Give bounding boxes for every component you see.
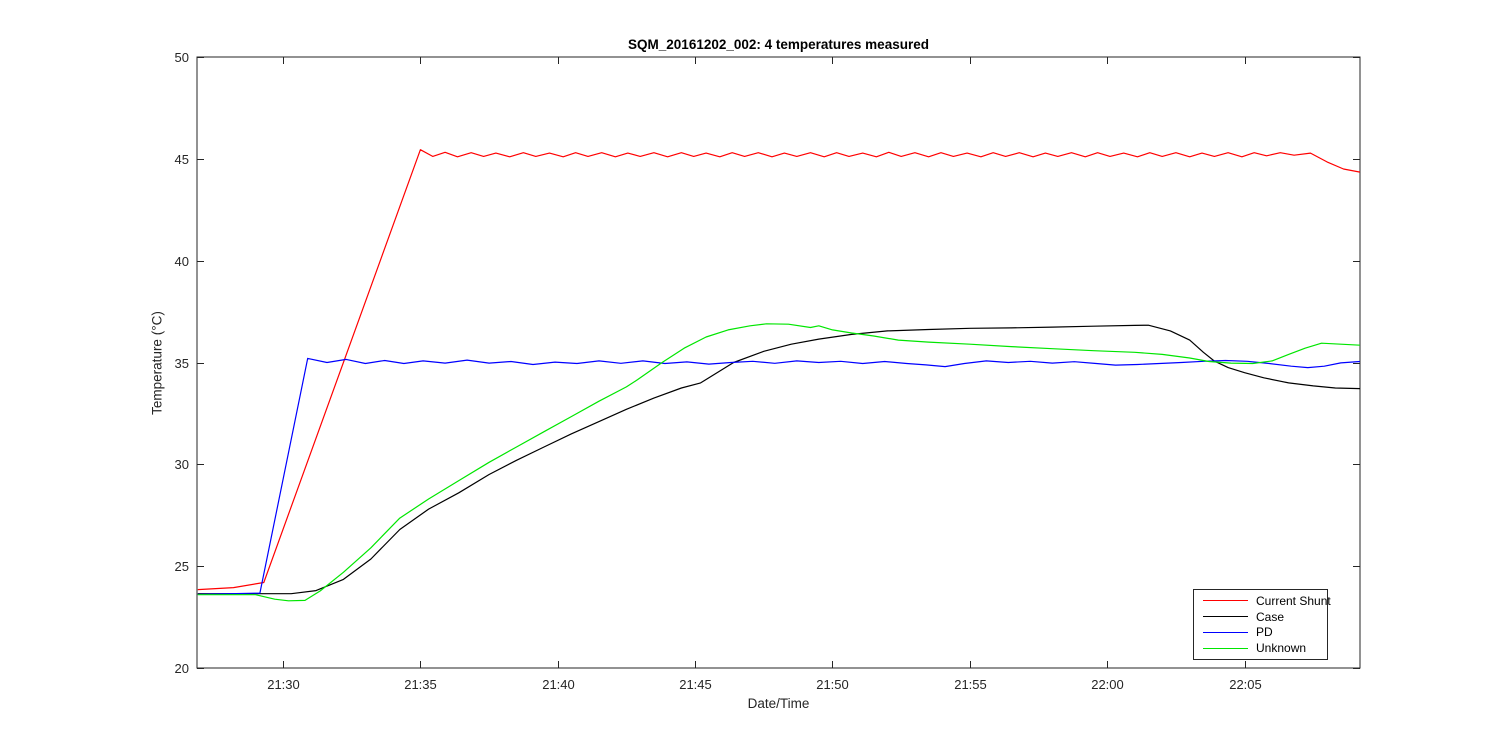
x-axis-label: Date/Time: [747, 696, 810, 711]
y-tick-label: 25: [175, 559, 189, 574]
y-tick-label: 40: [175, 254, 189, 269]
y-tick-label: 20: [175, 661, 189, 676]
series-line-unknown: [197, 323, 1361, 602]
x-tick-label: 22:00: [1091, 677, 1124, 692]
x-tick-label: 21:45: [679, 677, 712, 692]
legend-label-unknown: Unknown: [1256, 641, 1307, 656]
legend-label-current-shunt: Current Shunt: [1256, 593, 1331, 608]
legend-label-pd: PD: [1256, 625, 1273, 640]
y-tick-label: 35: [175, 356, 189, 371]
legend-line-case: [1203, 616, 1248, 618]
legend-item-pd: PD: [1194, 625, 1327, 639]
x-tick-label: 21:30: [267, 677, 300, 692]
legend: Current Shunt Case PD Unknown: [1193, 589, 1331, 660]
legend-item-current-shunt: Current Shunt: [1194, 594, 1331, 608]
axis-box: [196, 56, 1361, 669]
legend-item-unknown: Unknown: [1194, 641, 1327, 655]
x-tick-label: 21:35: [404, 677, 437, 692]
y-tick-label: 50: [175, 50, 189, 65]
y-axis-label: Temperature (°C): [149, 311, 165, 415]
legend-line-unknown: [1203, 647, 1248, 649]
legend-item-case: Case: [1194, 610, 1327, 624]
x-tick-label: 22:05: [1229, 677, 1262, 692]
legend-label-case: Case: [1256, 609, 1285, 624]
series-line-pd: [197, 357, 1361, 595]
series-line-case: [197, 324, 1361, 595]
y-tick-label: 45: [175, 152, 189, 167]
legend-line-pd: [1203, 631, 1248, 633]
x-tick-label: 21:50: [816, 677, 849, 692]
chart-title: SQM_20161202_002: 4 temperatures measure…: [628, 37, 929, 52]
y-tick-label: 30: [175, 457, 189, 472]
x-tick-label: 21:55: [954, 677, 987, 692]
x-tick-label: 21:40: [542, 677, 575, 692]
series-line-current-shunt: [197, 149, 1361, 591]
legend-line-current-shunt: [1203, 600, 1248, 602]
